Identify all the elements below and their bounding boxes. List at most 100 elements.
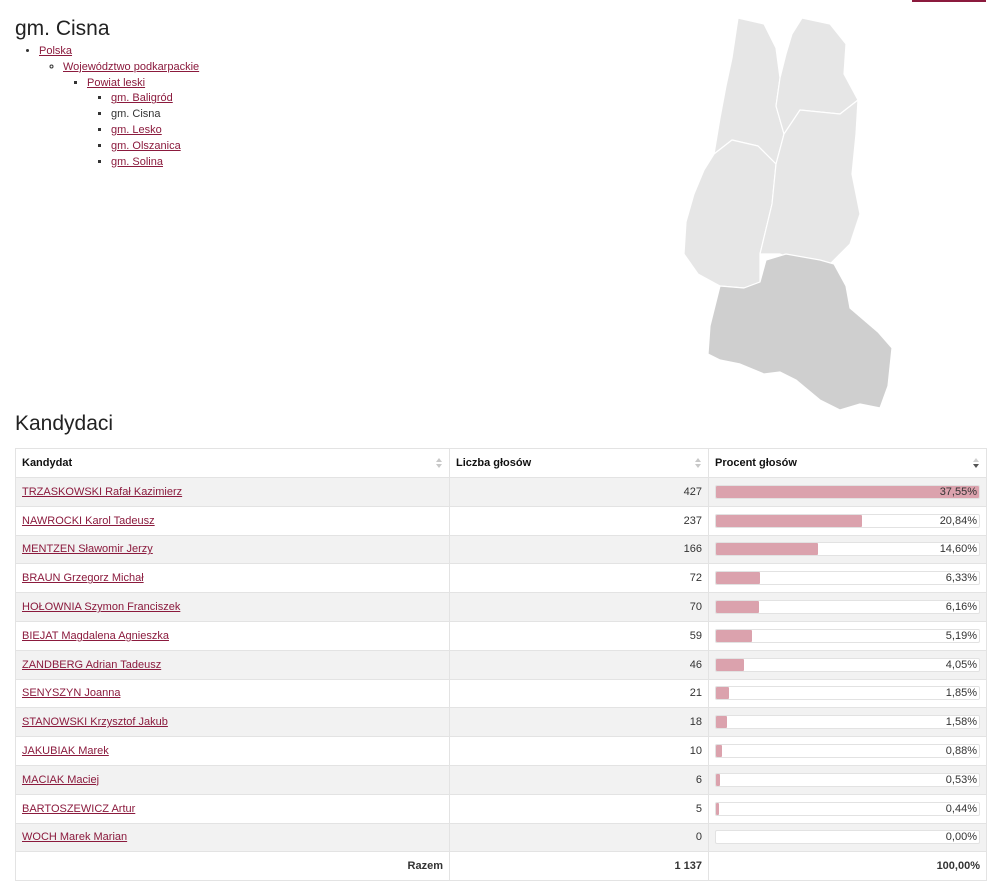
map-area-gm-lesko[interactable] [713, 17, 785, 165]
candidate-percent-cell: 6,33% [708, 563, 987, 594]
candidate-link[interactable]: MACIAK Maciej [22, 773, 100, 786]
candidate-name-cell: BARTOSZEWICZ Artur [15, 793, 450, 824]
percent-bar-fill [716, 745, 723, 758]
percent-bar-fill [716, 601, 760, 614]
table-row: STANOWSKI Krzysztof Jakub 18 1,58% [15, 707, 987, 738]
candidate-votes: 6 [449, 764, 709, 795]
candidate-percent-cell: 6,16% [708, 592, 987, 622]
candidate-link[interactable]: JAKUBIAK Marek [22, 745, 109, 758]
candidate-link[interactable]: BRAUN Grzegorz Michał [22, 572, 144, 585]
total-label: Razem [15, 851, 450, 882]
candidate-percent-cell: 0,00% [708, 822, 987, 853]
region-breadcrumb: Polska Województwo podkarpackie Powiat l… [15, 44, 199, 170]
total-votes: 1 137 [449, 851, 709, 882]
percent-label: 6,33% [945, 572, 977, 585]
candidate-name-cell: JAKUBIAK Marek [15, 736, 450, 766]
column-header-votes[interactable]: Liczba głosów [449, 448, 709, 478]
percent-label: 0,88% [945, 745, 977, 758]
table-row: NAWROCKI Karol Tadeusz 237 20,84% [15, 505, 987, 536]
percent-bar: 6,33% [715, 571, 980, 586]
breadcrumb-current-municipality: gm. Cisna [111, 108, 161, 121]
breadcrumb-country-link[interactable]: Polska [39, 45, 73, 57]
percent-bar-fill [716, 716, 728, 729]
map-area-gm-baligrod[interactable] [683, 139, 777, 289]
candidate-link[interactable]: HOŁOWNIA Szymon Franciszek [22, 601, 181, 614]
candidate-link[interactable]: ZANDBERG Adrian Tadeusz [22, 658, 162, 671]
breadcrumb-municipality-link[interactable]: gm. Solina [111, 155, 163, 168]
percent-bar: 4,05% [715, 657, 980, 672]
total-percent: 100,00% [708, 851, 987, 882]
candidate-votes: 72 [449, 563, 709, 594]
map-area-gm-solina[interactable] [759, 99, 861, 265]
candidate-votes: 10 [449, 736, 709, 766]
column-header-percent[interactable]: Procent głosów [708, 448, 987, 478]
page-title: gm. Cisna [15, 17, 110, 40]
candidate-link[interactable]: SENYSZYN Joanna [22, 687, 121, 700]
candidate-link[interactable]: WOCH Marek Marian [22, 831, 128, 844]
candidate-link[interactable]: MENTZEN Sławomir Jerzy [22, 543, 153, 556]
table-row: HOŁOWNIA Szymon Franciszek 70 6,16% [15, 592, 987, 622]
candidate-name-cell: SENYSZYN Joanna [15, 678, 450, 709]
percent-label: 6,16% [945, 601, 977, 614]
candidate-name-cell: BIEJAT Magdalena Agnieszka [15, 620, 450, 651]
candidate-votes: 21 [449, 678, 709, 709]
table-row: BARTOSZEWICZ Artur 5 0,44% [15, 793, 987, 824]
municipality-list-item: gm. Olszanica [111, 139, 199, 155]
breadcrumb-municipality-link[interactable]: gm. Lesko [111, 123, 162, 136]
candidate-name-cell: TRZASKOWSKI Rafał Kazimierz [15, 477, 450, 507]
candidate-link[interactable]: BARTOSZEWICZ Artur [22, 802, 136, 815]
table-row: MACIAK Maciej 6 0,53% [15, 764, 987, 795]
candidate-name-cell: STANOWSKI Krzysztof Jakub [15, 707, 450, 738]
candidate-votes: 5 [449, 793, 709, 824]
map-area-gm-cisna[interactable] [707, 253, 893, 411]
percent-bar: 1,85% [715, 686, 980, 701]
percent-bar: 1,58% [715, 715, 980, 730]
municipality-list: gm. Baligród gm. Cisna gm. Lesko gm. Olszan… [87, 91, 199, 170]
municipality-list-item: gm. Lesko [111, 123, 199, 139]
column-header-candidate[interactable]: Kandydat [15, 448, 450, 478]
percent-label: 4,05% [945, 658, 977, 671]
candidate-percent-cell: 14,60% [708, 534, 987, 565]
percent-bar: 37,55% [715, 484, 980, 499]
candidate-votes: 237 [449, 505, 709, 536]
percent-bar: 0,88% [715, 744, 980, 759]
candidate-link[interactable]: BIEJAT Magdalena Agnieszka [22, 629, 169, 642]
percent-label: 1,85% [945, 687, 977, 700]
percent-bar: 0,53% [715, 772, 980, 787]
candidate-percent-cell: 37,55% [708, 477, 987, 507]
breadcrumb-municipality-link[interactable]: gm. Olszanica [111, 139, 181, 152]
table-row: WOCH Marek Marian 0 0,00% [15, 822, 987, 853]
candidate-link[interactable]: TRZASKOWSKI Rafał Kazimierz [22, 485, 183, 498]
candidate-link[interactable]: NAWROCKI Karol Tadeusz [22, 514, 155, 527]
candidate-name-cell: BRAUN Grzegorz Michał [15, 563, 450, 594]
breadcrumb-county-link[interactable]: Powiat leski [87, 76, 146, 89]
candidates-section-title: Kandydaci [15, 412, 114, 435]
percent-bar: 20,84% [715, 513, 980, 528]
table-total-row: Razem 1 137 100,00% [15, 851, 987, 882]
candidate-votes: 59 [449, 620, 709, 651]
table-row: BRAUN Grzegorz Michał 72 6,33% [15, 563, 987, 594]
percent-label: 1,58% [945, 716, 977, 729]
candidate-percent-cell: 1,85% [708, 678, 987, 709]
breadcrumb-voivodeship-link[interactable]: Województwo podkarpackie [63, 60, 200, 73]
percent-bar: 6,16% [715, 600, 980, 615]
percent-bar-fill [716, 543, 819, 556]
percent-label: 5,19% [945, 629, 977, 642]
percent-bar: 14,60% [715, 542, 980, 557]
percent-bar-fill [716, 802, 720, 815]
candidate-percent-cell: 1,58% [708, 707, 987, 738]
percent-label: 14,60% [939, 543, 977, 556]
percent-bar-fill [716, 514, 862, 527]
municipality-list-item: gm. Baligród [111, 91, 199, 107]
sort-icon [695, 458, 701, 468]
candidate-percent-cell: 0,44% [708, 793, 987, 824]
candidate-percent-cell: 20,84% [708, 505, 987, 536]
percent-label: 0,00% [945, 831, 977, 844]
candidate-link[interactable]: STANOWSKI Krzysztof Jakub [22, 716, 168, 729]
breadcrumb-municipality-link[interactable]: gm. Baligród [111, 92, 173, 105]
percent-label: 37,55% [939, 485, 977, 498]
table-row: MENTZEN Sławomir Jerzy 166 14,60% [15, 534, 987, 565]
sort-icon [436, 458, 442, 468]
percent-bar-fill [716, 629, 753, 642]
percent-bar-fill [716, 658, 745, 671]
